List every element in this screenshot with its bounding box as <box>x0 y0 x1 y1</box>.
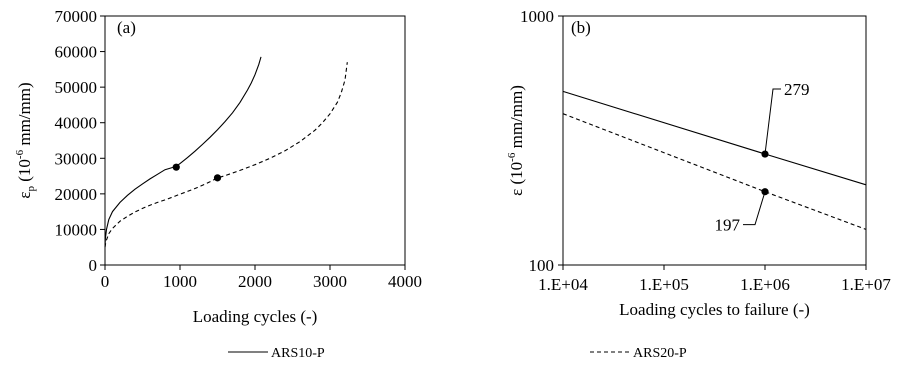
y-tick-label: 30000 <box>55 149 98 168</box>
series-line-ars10-p <box>104 56 262 248</box>
x-tick-label: 1.E+06 <box>740 275 790 294</box>
y-label-unit-b: mm/mm) <box>507 85 526 153</box>
annotation-label: 279 <box>784 80 810 99</box>
plot-frame-a <box>104 15 406 266</box>
series-marker-ars20-p <box>761 188 769 196</box>
plot-frame-b <box>562 15 867 266</box>
y-label-symbol-b: ε <box>507 189 526 196</box>
x-tick-label: 1.E+05 <box>639 275 689 294</box>
y-label-open-b: (10 <box>507 162 526 189</box>
y-tick-label: 70000 <box>55 7 98 26</box>
x-axis-label-b: Loading cycles to failure (-) <box>619 300 810 319</box>
x-tick-label: 1000 <box>163 272 197 291</box>
x-ticks-b: 1.E+04 1.E+05 1.E+06 1.E+07 <box>538 265 891 294</box>
annotation-leader <box>764 88 781 155</box>
series-a <box>104 56 348 248</box>
y-label-open-a: (10 <box>15 159 34 186</box>
x-tick-label: 0 <box>101 272 110 291</box>
y-tick-label: 100 <box>529 256 555 275</box>
y-axis-label-a: εp (10-6 mm/mm) <box>14 82 37 198</box>
y-label-sup-a: -6 <box>14 149 26 159</box>
y-label-subscript-a: p <box>25 185 37 191</box>
x-tick-label: 2000 <box>238 272 272 291</box>
legend-label-ars10: ARS10-P <box>271 346 325 361</box>
panel-b: (b) 1.E+04 1.E+05 1.E+06 1.E+07 100 1000 279… <box>506 7 891 319</box>
y-ticks-a: 0 10000 20000 30000 40000 50000 60000 70000 <box>55 7 105 275</box>
x-tick-label: 1.E+04 <box>538 275 588 294</box>
y-label-sup-b: -6 <box>506 152 518 162</box>
panel-a: (a) 0 1000 2000 3000 4000 0 10000 20000 30000 40… <box>14 7 422 326</box>
y-ticks-b: 100 1000 <box>520 7 563 275</box>
x-ticks-a: 0 1000 2000 3000 4000 <box>101 265 422 291</box>
series-line-ars10-p <box>562 90 867 186</box>
x-tick-label: 3000 <box>313 272 347 291</box>
y-tick-label: 0 <box>89 256 98 275</box>
x-tick-label: 1.E+07 <box>841 275 891 294</box>
series-marker-ars10-p <box>172 163 180 171</box>
annotation-leader <box>743 191 766 226</box>
series-line-ars20-p <box>104 62 348 248</box>
legend: ARS10-P ARS20-P <box>228 346 687 361</box>
series-marker-ars20-p <box>213 174 222 182</box>
x-axis-label-a: Loading cycles (-) <box>193 307 318 326</box>
y-tick-label: 50000 <box>55 78 98 97</box>
y-tick-label: 60000 <box>55 43 98 62</box>
series-b: 279 197 <box>562 80 867 235</box>
x-tick-label: 4000 <box>388 272 422 291</box>
panel-label-b: (b) <box>571 18 591 37</box>
y-tick-label: 10000 <box>55 220 98 239</box>
panel-label-a: (a) <box>117 18 136 37</box>
y-tick-label: 20000 <box>55 185 98 204</box>
y-axis-label-b: ε (10-6 mm/mm) <box>506 85 526 196</box>
y-label-symbol-a: ε <box>15 191 34 198</box>
series-line-ars20-p <box>562 113 867 230</box>
y-label-unit-a: mm/mm) <box>15 82 34 150</box>
y-tick-label: 40000 <box>55 114 98 133</box>
legend-label-ars20: ARS20-P <box>633 346 687 361</box>
annotation-label: 197 <box>715 216 741 235</box>
y-tick-label: 1000 <box>520 7 554 26</box>
